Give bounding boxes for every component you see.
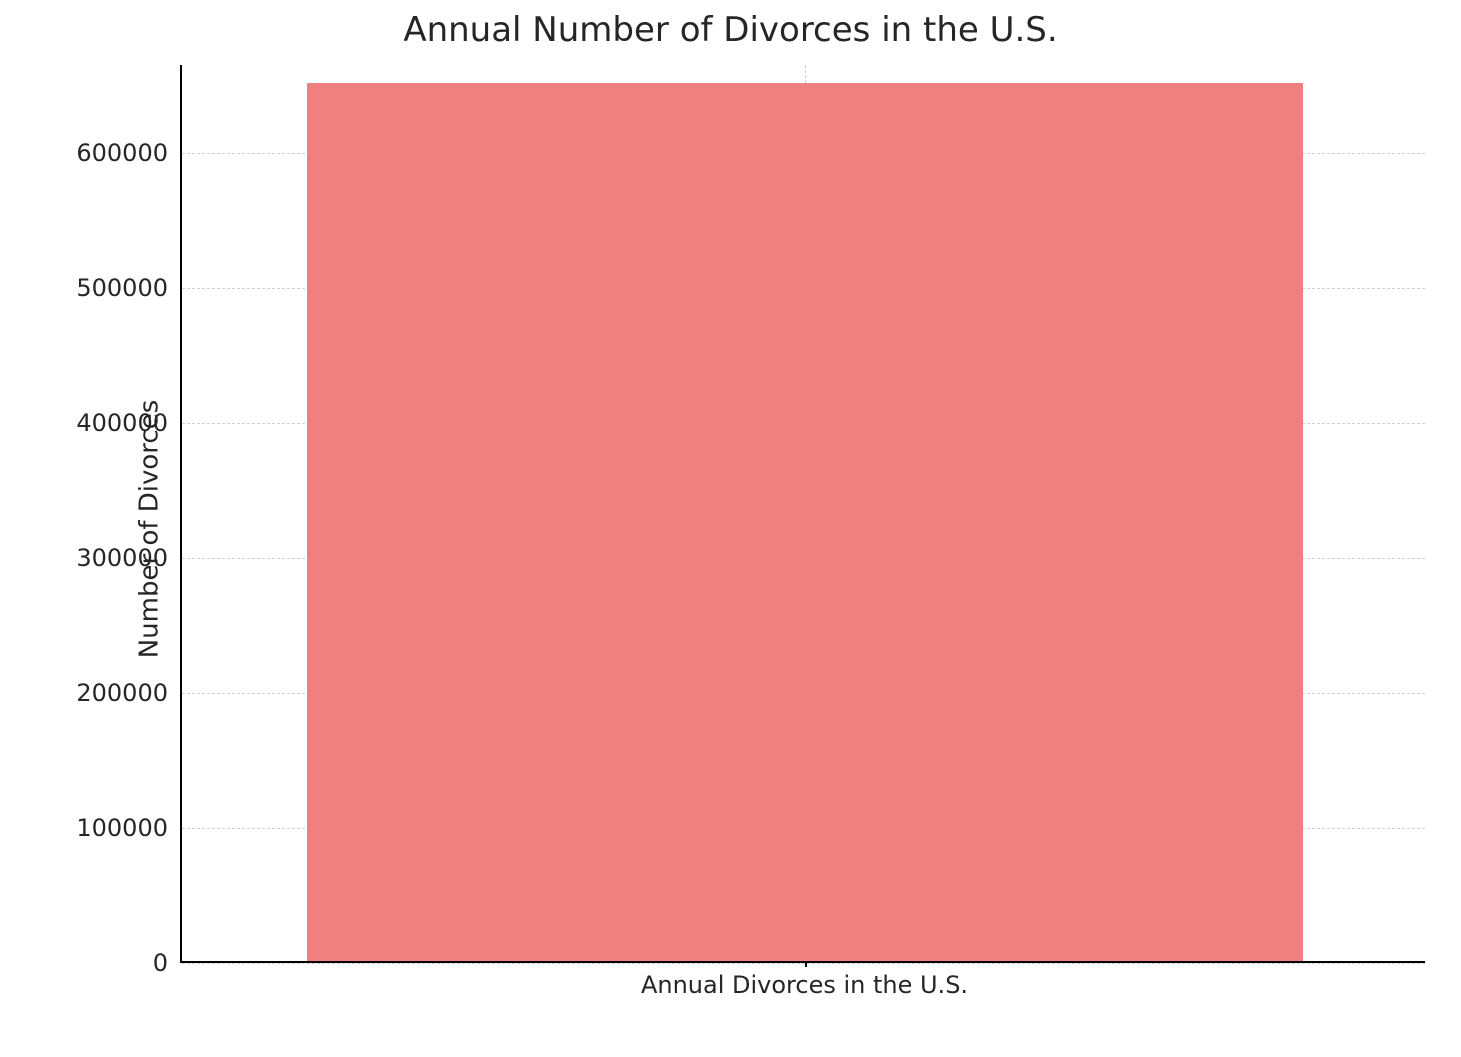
x-tick-label: Annual Divorces in the U.S. — [641, 971, 968, 999]
y-tick-label: 600000 — [76, 139, 168, 167]
y-tick-label: 500000 — [76, 274, 168, 302]
gridline-horizontal — [182, 963, 1425, 964]
y-tick-label: 400000 — [76, 409, 168, 437]
x-tick-mark — [805, 961, 807, 967]
chart-title: Annual Number of Divorces in the U.S. — [0, 10, 1461, 50]
y-tick-label: 100000 — [76, 814, 168, 842]
y-tick-label: 300000 — [76, 544, 168, 572]
y-tick-label: 0 — [153, 949, 168, 977]
y-axis-label: Number of Divorces — [134, 399, 164, 658]
y-tick-label: 200000 — [76, 679, 168, 707]
bar — [307, 83, 1303, 961]
chart-container: Annual Number of Divorces in the U.S. Nu… — [0, 0, 1461, 1057]
plot-area: 0100000200000300000400000500000600000Ann… — [180, 65, 1425, 963]
